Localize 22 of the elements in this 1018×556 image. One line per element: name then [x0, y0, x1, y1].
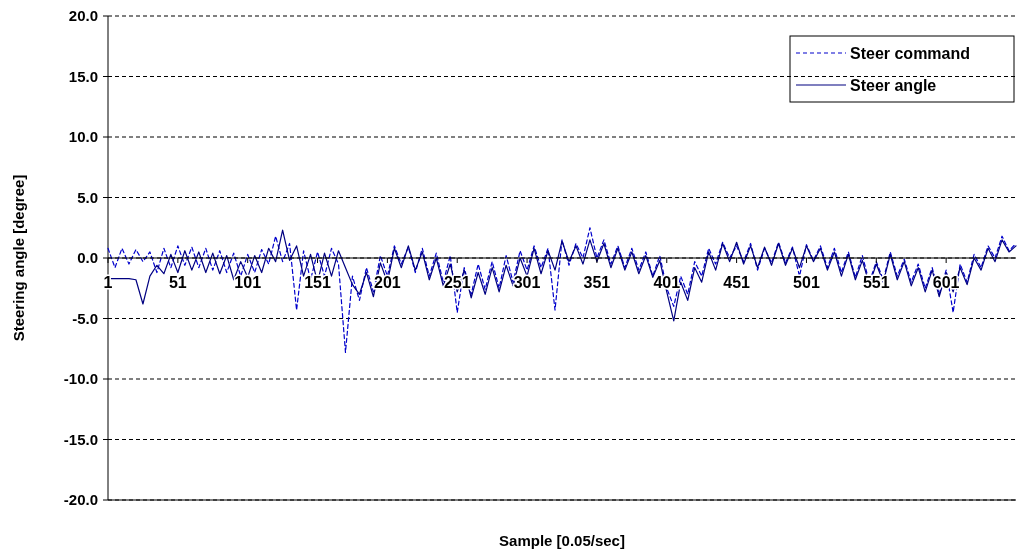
y-tick-label: 10.0	[68, 128, 98, 146]
y-tick-label: 5.0	[77, 188, 98, 206]
y-axis-title: Steering angle [degree]	[10, 174, 27, 342]
legend-label: Steer angle	[850, 76, 937, 94]
x-tick-label: 351	[583, 274, 611, 291]
y-tick-label: -10.0	[63, 370, 98, 388]
y-tick-label: 15.0	[68, 67, 98, 85]
x-tick-label: 451	[723, 274, 751, 291]
x-axis-title: Sample [0.05/sec]	[499, 532, 625, 549]
x-tick-label: 101	[234, 274, 262, 291]
legend-label: Steer command	[850, 44, 971, 62]
x-tick-label: 301	[513, 274, 541, 291]
x-tick-label: 501	[793, 274, 820, 291]
x-tick-label: 551	[862, 274, 890, 291]
x-tick-label: 51	[168, 274, 187, 291]
y-tick-label: 0.0	[77, 249, 98, 267]
x-tick-label: 151	[304, 274, 331, 291]
y-tick-label: -15.0	[63, 430, 98, 448]
y-tick-label: -5.0	[72, 309, 98, 327]
x-tick-label: 1	[103, 274, 113, 291]
y-tick-label: -20.0	[63, 491, 98, 509]
y-tick-label: 20.0	[68, 7, 98, 25]
